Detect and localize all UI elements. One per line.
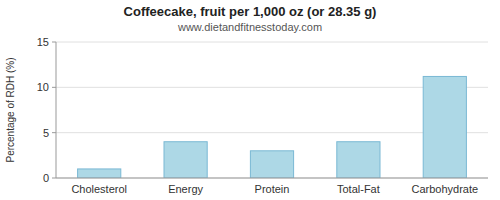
subtitle: www.dietandfitnesstoday.com: [177, 21, 322, 33]
y-tick-label: 15: [37, 36, 49, 48]
y-tick-label: 5: [43, 127, 49, 139]
grid-line: [56, 42, 488, 43]
bar: [250, 151, 293, 178]
bar: [78, 169, 121, 178]
y-tick: [52, 42, 56, 43]
bar: [337, 142, 380, 178]
y-axis-line: [56, 42, 57, 178]
grid-line: [56, 178, 488, 179]
y-tick-label: 10: [37, 81, 49, 93]
y-tick: [52, 87, 56, 88]
y-tick-label: 0: [43, 172, 49, 184]
bar: [164, 142, 207, 178]
chart-svg: Coffeecake, fruit per 1,000 oz (or 28.35…: [0, 0, 500, 200]
chart-container: Coffeecake, fruit per 1,000 oz (or 28.35…: [0, 0, 500, 200]
x-tick-label: Cholesterol: [71, 183, 127, 195]
title: Coffeecake, fruit per 1,000 oz (or 28.35…: [124, 4, 377, 19]
bars: [78, 76, 467, 178]
x-tick-label: Protein: [255, 183, 290, 195]
x-axis-line: [56, 178, 488, 179]
grid: [56, 42, 488, 178]
x-tick-label: Total-Fat: [337, 183, 380, 195]
x-axis: Cholesterol Energy Protein Total-Fat Carbohy…: [71, 183, 478, 195]
y-tick: [52, 132, 56, 133]
y-axis-label: Percentage of RDH (%): [5, 57, 16, 162]
x-tick-label: Energy: [168, 183, 203, 195]
y-tick: [52, 178, 56, 179]
y-axis: 0 5 10 15: [37, 36, 56, 184]
x-tick-label: Carbohydrate: [411, 183, 478, 195]
bar: [423, 76, 466, 178]
